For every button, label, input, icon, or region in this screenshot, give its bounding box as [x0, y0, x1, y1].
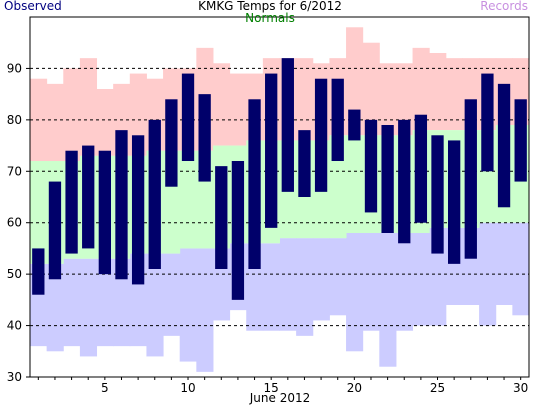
- observed-bar: [447, 140, 461, 264]
- record-low-band: [279, 238, 297, 331]
- observed-bar: [248, 99, 261, 270]
- normal-band: [346, 135, 364, 233]
- observed-bar: [65, 150, 78, 254]
- observed-bar: [464, 99, 477, 259]
- y-tick-label: 30: [7, 370, 22, 384]
- observed-bar: [131, 135, 145, 285]
- observed-bar: [265, 73, 278, 228]
- observed-bar: [115, 130, 128, 280]
- record-low-band: [96, 258, 114, 347]
- record-high-band: [212, 63, 231, 146]
- observed-bar: [348, 109, 361, 141]
- record-low-band: [346, 233, 364, 352]
- observed-bar: [281, 58, 294, 192]
- observed-bar: [381, 125, 394, 233]
- normal-band: [30, 161, 48, 264]
- record-low-band: [113, 258, 131, 347]
- record-high-band: [395, 63, 414, 136]
- record-low-band: [79, 258, 98, 357]
- record-low-band: [63, 258, 81, 347]
- observed-bar: [314, 78, 328, 192]
- observed-bar: [431, 135, 444, 254]
- record-high-band: [362, 42, 380, 136]
- y-tick-label: 60: [7, 216, 22, 230]
- record-low-band: [495, 222, 513, 305]
- record-low-band: [196, 248, 214, 372]
- record-high-band: [96, 89, 114, 156]
- record-low-band: [146, 253, 164, 357]
- x-axis-label: June 2012: [249, 391, 311, 405]
- observed-bar: [331, 78, 344, 161]
- x-tick-label: 15: [264, 381, 279, 395]
- record-high-band: [296, 58, 314, 141]
- record-low-band: [412, 233, 430, 326]
- record-high-band: [46, 83, 64, 161]
- record-low-band: [46, 263, 64, 352]
- record-low-band: [262, 243, 280, 331]
- x-tick-label: 10: [180, 381, 195, 395]
- record-low-band: [163, 253, 181, 336]
- record-high-band: [229, 73, 247, 146]
- normal-band: [179, 150, 197, 249]
- observed-bar: [181, 73, 195, 161]
- observed-bar: [231, 161, 245, 300]
- record-low-band: [395, 233, 414, 331]
- record-low-band: [179, 248, 197, 362]
- y-tick-label: 70: [7, 164, 22, 178]
- observed-bar: [364, 119, 378, 213]
- legend-normals: Normals: [245, 11, 295, 25]
- y-tick-label: 50: [7, 267, 22, 281]
- record-high-band: [445, 58, 463, 131]
- observed-bar: [32, 248, 45, 295]
- observed-range-series: [32, 58, 527, 300]
- observed-bar: [198, 94, 211, 182]
- observed-bar: [165, 99, 178, 187]
- record-low-band: [362, 233, 380, 331]
- y-tick-label: 90: [7, 61, 22, 75]
- observed-bar: [398, 119, 411, 244]
- record-low-band: [296, 238, 314, 336]
- grid-lines: [30, 67, 529, 327]
- x-axis: 5 10 15 20 25 30: [37, 377, 528, 395]
- record-low-band: [512, 222, 530, 316]
- x-tick-label: 5: [101, 381, 109, 395]
- observed-bar: [514, 99, 527, 182]
- record-low-band: [312, 238, 330, 321]
- observed-bar: [82, 145, 95, 249]
- y-tick-label: 40: [7, 319, 22, 333]
- y-tick-label: 80: [7, 113, 22, 127]
- legend-observed: Observed: [4, 0, 62, 13]
- x-tick-label: 25: [430, 381, 445, 395]
- record-high-band: [63, 68, 81, 161]
- observed-bar: [215, 166, 228, 269]
- plot-frame: [29, 16, 530, 378]
- observed-bar: [414, 114, 428, 223]
- record-high-band: [379, 63, 397, 136]
- x-tick-label: 30: [513, 381, 528, 395]
- legend-records: Records: [480, 0, 528, 13]
- observed-bar: [298, 130, 311, 197]
- record-high-band: [79, 58, 98, 156]
- observed-bar: [98, 150, 112, 275]
- observed-bar: [148, 119, 161, 269]
- observed-bar: [481, 73, 494, 172]
- y-axis: 30 40 50 60 70 80 90: [7, 61, 30, 384]
- observed-bar: [48, 181, 62, 280]
- chart-title: KMKG Temps for 6/2012: [198, 0, 342, 13]
- observed-bar: [497, 83, 511, 208]
- record-low-band: [379, 233, 397, 367]
- record-high-band: [429, 53, 447, 131]
- record-low-band: [329, 238, 347, 316]
- x-tick-label: 20: [347, 381, 362, 395]
- record-high-band: [346, 27, 364, 136]
